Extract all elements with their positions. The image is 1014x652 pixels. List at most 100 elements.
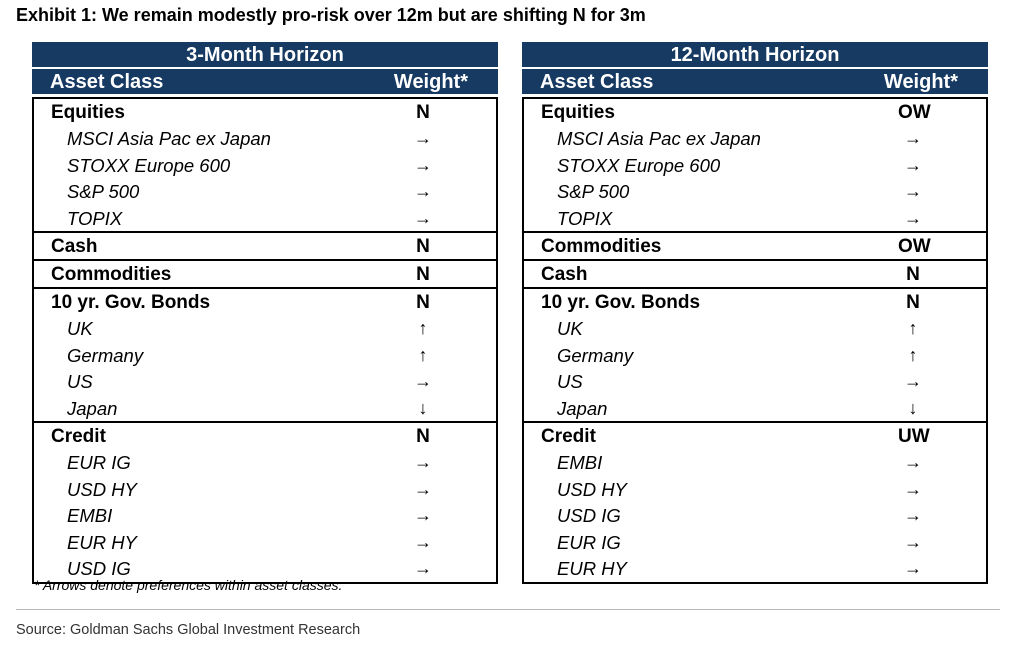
sub-asset-name: US [67, 371, 93, 392]
sub-asset-row: Japan ↓ [34, 395, 496, 422]
sub-asset-name: Germany [557, 344, 634, 366]
asset-class-weight: N [416, 292, 430, 313]
asset-group: Commodities OW [522, 233, 988, 261]
preference-arrow-icon: → [414, 128, 432, 148]
preference-arrow-icon: → [904, 452, 922, 472]
horizon-header: 12-Month Horizon [522, 42, 988, 69]
asset-class-weight: N [416, 236, 430, 257]
asset-group: Equities N MSCI Asia Pac ex Japan → STOXX Eu… [32, 97, 498, 233]
sub-asset-row: UK ↑ [34, 315, 496, 342]
sub-asset-row: US → [524, 368, 986, 395]
asset-class-row: Credit N [34, 423, 496, 449]
asset-class-weight: N [906, 292, 920, 313]
sub-asset-row: S&P 500 → [524, 178, 986, 205]
sub-asset-row: EUR IG → [34, 449, 496, 476]
preference-arrow-icon: → [414, 452, 432, 472]
asset-class-weight: N [906, 264, 920, 285]
sub-asset-name: TOPIX [67, 207, 123, 229]
asset-group: Cash N [32, 233, 498, 261]
sub-asset-row: USD HY → [34, 476, 496, 503]
sub-asset-row: MSCI Asia Pac ex Japan → [524, 125, 986, 152]
preference-arrow-icon: → [904, 558, 922, 578]
preference-arrow-icon: → [414, 207, 432, 228]
asset-group: 10 yr. Gov. Bonds N UK ↑ Germany ↑ US → Japan ↓ [522, 289, 988, 423]
sub-asset-row: MSCI Asia Pac ex Japan → [34, 125, 496, 152]
sub-asset-row: EUR HY → [34, 529, 496, 556]
asset-class-row: 10 yr. Gov. Bonds N [34, 289, 496, 315]
sub-asset-row: TOPIX → [34, 205, 496, 232]
sub-asset-row: USD IG → [34, 555, 496, 582]
footnote: * Arrows denote preferences within asset… [34, 577, 343, 593]
exhibit-title: Exhibit 1: We remain modestly pro-risk o… [16, 5, 646, 25]
preference-arrow-icon: ↓ [418, 397, 428, 418]
column-header-asset-class: Asset Class [540, 71, 654, 93]
preference-arrow-icon: → [414, 558, 432, 578]
preference-arrow-icon: → [414, 478, 432, 499]
column-header-weight: Weight* [393, 71, 468, 93]
preference-arrow-icon: → [904, 128, 922, 148]
sub-asset-name: MSCI Asia Pac ex Japan [557, 128, 761, 149]
asset-class-row: Cash N [34, 233, 496, 259]
sub-asset-name: US [557, 371, 583, 392]
preference-arrow-icon: ↑ [418, 318, 428, 338]
sub-asset-name: STOXX Europe 600 [67, 154, 231, 176]
sub-asset-row: USD HY → [524, 476, 986, 503]
asset-class-row: Equities OW [524, 99, 986, 125]
asset-group: Cash N [522, 261, 988, 289]
sub-asset-name: Japan [67, 397, 118, 419]
sub-asset-name: UK [67, 318, 93, 339]
sub-asset-row: TOPIX → [524, 205, 986, 232]
asset-class-name: Commodities [51, 264, 172, 285]
sub-asset-name: EMBI [557, 452, 603, 473]
sub-asset-name: STOXX Europe 600 [557, 154, 721, 176]
asset-class-row: Commodities OW [524, 233, 986, 259]
column-header-row: Asset Class Weight* [522, 69, 988, 94]
asset-class-row: Credit UW [524, 423, 986, 449]
sub-asset-name: EUR IG [67, 452, 131, 473]
asset-group: Credit UW EMBI → USD HY → USD IG → EUR IG → EUR HY… [522, 423, 988, 584]
asset-class-name: Cash [541, 264, 588, 285]
preference-arrow-icon: → [414, 531, 432, 552]
asset-class-row: Cash N [524, 261, 986, 287]
column-header-asset-class: Asset Class [50, 71, 164, 93]
preference-arrow-icon: ↑ [908, 344, 918, 365]
preference-arrow-icon: ↑ [418, 344, 428, 365]
sub-asset-row: UK ↑ [524, 315, 986, 342]
panel-3-month: 3-Month Horizon Asset Class Weight* Equitie… [32, 42, 498, 584]
sub-asset-name: MSCI Asia Pac ex Japan [67, 128, 271, 149]
asset-class-weight: N [416, 102, 430, 123]
preference-arrow-icon: → [414, 181, 432, 201]
asset-class-row: Commodities N [34, 261, 496, 287]
panel-12-month: 12-Month Horizon Asset Class Weight* Equiti… [522, 42, 988, 584]
asset-class-name: Equities [541, 102, 615, 123]
sub-asset-name: USD HY [67, 478, 137, 500]
asset-class-row: 10 yr. Gov. Bonds N [524, 289, 986, 315]
sub-asset-name: TOPIX [557, 207, 613, 229]
column-header-weight: Weight* [883, 71, 958, 93]
sub-asset-row: STOXX Europe 600 → [524, 152, 986, 179]
sub-asset-name: EMBI [67, 505, 113, 526]
preference-arrow-icon: ↓ [908, 397, 918, 418]
asset-group: 10 yr. Gov. Bonds N UK ↑ Germany ↑ US → Japan ↓ [32, 289, 498, 423]
preference-arrow-icon: → [904, 371, 922, 391]
preference-arrow-icon: → [904, 505, 922, 525]
asset-class-weight: N [416, 264, 430, 285]
divider [16, 609, 1000, 610]
sub-asset-row: STOXX Europe 600 → [34, 152, 496, 179]
preference-arrow-icon: → [904, 154, 922, 175]
asset-class-weight: OW [898, 102, 931, 123]
sub-asset-name: USD IG [557, 505, 621, 526]
horizon-header: 3-Month Horizon [32, 42, 498, 69]
asset-group: Commodities N [32, 261, 498, 289]
asset-class-row: Equities N [34, 99, 496, 125]
sub-asset-row: USD IG → [524, 502, 986, 529]
sub-asset-row: Japan ↓ [524, 395, 986, 422]
sub-asset-name: USD HY [557, 478, 627, 500]
sub-asset-name: UK [557, 318, 583, 339]
asset-group: Equities OW MSCI Asia Pac ex Japan → STOXX E… [522, 97, 988, 233]
asset-class-weight: UW [898, 426, 930, 447]
asset-group: Credit N EUR IG → USD HY → EMBI → EUR HY → USD IG → [32, 423, 498, 584]
sub-asset-row: S&P 500 → [34, 178, 496, 205]
sub-asset-row: EUR IG → [524, 529, 986, 556]
preference-arrow-icon: → [414, 371, 432, 391]
